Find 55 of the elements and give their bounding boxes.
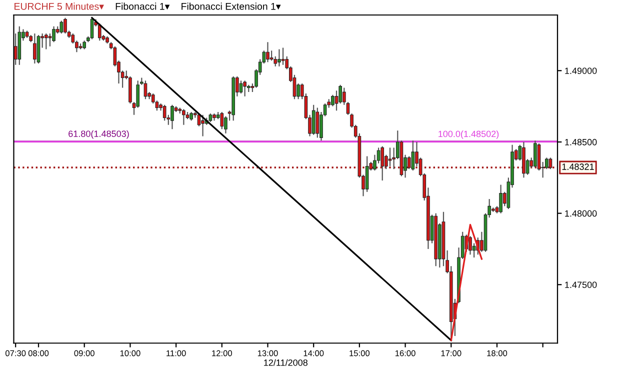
candlestick: [48, 32, 52, 47]
candlestick: [162, 104, 166, 122]
candlestick: [90, 17, 94, 40]
y-tick-label: 1.49000: [565, 68, 597, 74]
x-tick-label: 12:00: [212, 350, 232, 356]
text: Fibonacci Extension 1▾: [182, 2, 281, 10]
candlestick: [243, 80, 246, 97]
x-tick-label: 10:00: [120, 350, 140, 356]
x-axis-title: 12/11/2008: [264, 359, 308, 366]
candlestick: [534, 140, 537, 168]
y-tick-label: 1.47500: [565, 282, 597, 288]
candlestick: [316, 107, 320, 138]
x-tick-label: 07:30: [5, 350, 26, 356]
x-tick-label: 13:00: [258, 350, 278, 356]
candlestick: [239, 80, 243, 94]
candlestick: [52, 26, 56, 43]
candlestick: [64, 17, 67, 34]
candlestick: [380, 146, 384, 182]
candlestick: [220, 111, 224, 130]
x-tick-label: 08:00: [28, 350, 49, 356]
candlestick: [60, 20, 64, 34]
candlestick: [144, 80, 148, 100]
x-tick-label: 17:00: [441, 350, 462, 356]
chart-title: EURCHF 5 Minutes▾: [14, 2, 104, 10]
candlestick: [468, 236, 472, 256]
candlestick: [14, 32, 18, 66]
ref-line-label: 1.48321: [562, 164, 594, 170]
ref-line-label: 61.80(1.48503): [68, 130, 129, 139]
candlestick: [334, 90, 338, 112]
x-tick-label: 18:00: [487, 350, 508, 356]
candlestick: [331, 94, 334, 107]
candlestick: [411, 140, 415, 172]
y-tick-label: 1.48000: [565, 210, 597, 217]
ref-line-label: 100.0(1.48502): [438, 130, 499, 139]
candlestick: [388, 147, 392, 167]
x-tick-label: 16:00: [395, 350, 416, 356]
candlestick: [312, 104, 316, 136]
candlestick: [44, 32, 48, 50]
candlestick: [170, 104, 174, 130]
candlestick: [407, 156, 411, 170]
candlestick: [33, 32, 36, 64]
x-tick-label: 14:00: [304, 350, 324, 356]
x-tick-label: 15:00: [350, 350, 370, 356]
text: Fibonacci 1▾: [116, 2, 170, 10]
y-tick-label: 1.48500: [565, 138, 597, 146]
x-tick-label: 11:00: [166, 350, 186, 356]
candlestick: [499, 184, 502, 214]
candlestick: [182, 108, 186, 126]
candlestick: [201, 114, 204, 137]
candlestick: [278, 48, 281, 67]
candlestick: [281, 47, 285, 66]
candlestick: [266, 42, 270, 63]
candlestick: [365, 156, 369, 192]
candlestick: [548, 157, 552, 170]
x-tick-label: 09:00: [74, 350, 94, 356]
